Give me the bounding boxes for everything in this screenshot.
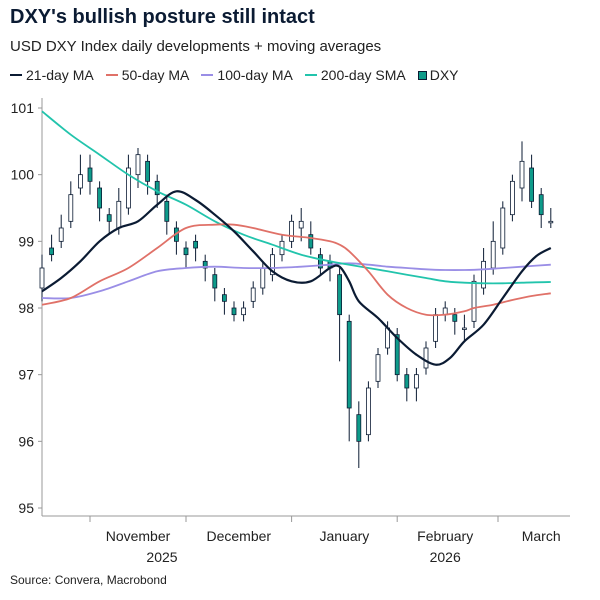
axis-labels: 95 96 97 98 99 100 101 November December January F… (11, 100, 561, 565)
legend-label-dxy: DXY (429, 67, 459, 83)
legend-swatch-21-day-ma (10, 74, 22, 76)
dxy-candle-body-1 (49, 247, 54, 256)
dxy-candle-body-46 (481, 260, 487, 289)
dxy-candle-body-31 (337, 274, 343, 316)
dxy-candle-body-49 (509, 180, 515, 216)
dxy-candle-body-13 (164, 200, 170, 222)
x-year-label-2025: 2025 (146, 549, 177, 565)
dxy-candle-body-27 (298, 220, 304, 229)
dxy-candle-body-35 (375, 354, 381, 382)
dxy-candle-body-23 (260, 267, 266, 289)
legend-item-200-day-sma: 200-day SMA (304, 67, 406, 83)
dxy-candle-body-34 (365, 387, 371, 436)
x-month-label-january: January (319, 528, 369, 544)
dxy-candle-body-4 (78, 174, 83, 189)
dxy-candle-body-52 (538, 194, 544, 216)
legend-item-21-day-ma: 21-day MA (10, 67, 94, 83)
legend-label-200-day-sma: 200-day SMA (320, 67, 406, 83)
x-month-label-march: March (522, 528, 561, 544)
dxy-candle-body-39 (413, 374, 419, 389)
legend-swatch-200-day-sma (304, 74, 317, 76)
dxy-candle-body-8 (116, 200, 122, 229)
chart-title: DXY's bullish posture still intact (10, 6, 315, 28)
dxy-candle-body-38 (404, 374, 410, 389)
legend-swatch-50-day-ma (105, 74, 118, 76)
legend: 21-day MA 50-day MA 100-day MA 200-day S… (10, 67, 471, 83)
series-line-200-day-sma (41, 110, 551, 285)
dxy-candle-body-12 (154, 180, 160, 196)
dxy-candle-body-40 (423, 347, 429, 369)
dxy-candle-body-24 (269, 254, 275, 276)
dxy-candle-body-21 (241, 307, 247, 316)
legend-label-50-day-ma: 50-day MA (121, 67, 190, 83)
legend-swatch-dxy (417, 70, 427, 80)
dxy-candle-body-5 (87, 167, 93, 182)
dxy-candle-body-17 (202, 260, 208, 269)
dxy-candle-body-20 (231, 307, 237, 316)
dxy-candle-body-33 (356, 414, 362, 442)
y-tick-label-99: 99 (18, 233, 34, 249)
dxy-candle-body-6 (97, 187, 102, 209)
legend-item-100-day-ma: 100-day MA (201, 67, 293, 83)
dxy-candle-body-11 (145, 160, 151, 182)
dxy-candle-body-51 (529, 167, 534, 202)
legend-item-dxy: DXY (417, 67, 459, 83)
dxy-candle-body-16 (193, 240, 199, 249)
legend-swatch-100-day-ma (201, 74, 214, 76)
chart-subtitle: USD DXY Index daily developments + movin… (10, 38, 382, 55)
series-line-21-day-ma (41, 190, 552, 366)
x-month-label-november: November (106, 528, 171, 544)
series-line-50-day-ma (41, 223, 551, 317)
dxy-candle-body-43 (452, 314, 458, 322)
dxy-candle-body-0 (39, 267, 45, 289)
dxy-candle-body-41 (433, 314, 439, 342)
dxy-candle-body-2 (58, 227, 64, 242)
dxy-candle-body-10 (135, 154, 141, 176)
x-year-label-2026: 2026 (430, 549, 461, 565)
x-month-label-february: February (417, 528, 473, 544)
candlestick-series (39, 141, 554, 468)
y-tick-label-101: 101 (11, 100, 35, 116)
legend-label-21-day-ma: 21-day MA (26, 67, 94, 83)
dxy-candle-body-18 (212, 274, 218, 289)
dxy-candle-body-26 (289, 220, 295, 242)
moving-average-lines (41, 110, 552, 366)
y-tick-label-97: 97 (18, 367, 34, 383)
legend-item-50-day-ma: 50-day MA (105, 67, 190, 83)
dxy-candle-body-7 (106, 214, 112, 222)
legend-label-100-day-ma: 100-day MA (217, 67, 293, 83)
dxy-candle-body-22 (250, 287, 256, 302)
dxy-candle-body-37 (394, 334, 400, 376)
chart-axes (38, 98, 570, 522)
source-note: Source: Convera, Macrobond (10, 573, 167, 587)
dxy-candle-body-15 (183, 247, 189, 256)
dxy-candle-body-44 (461, 327, 467, 330)
dxy-candle-body-47 (490, 240, 496, 269)
dxy-candle-body-45 (471, 280, 477, 322)
dxy-candle-body-53 (548, 220, 554, 224)
y-tick-label-96: 96 (18, 433, 34, 449)
x-month-label-december: December (207, 528, 272, 544)
dxy-candle-body-19 (221, 294, 227, 302)
dxy-candle-body-32 (346, 320, 352, 409)
dxy-candle-body-50 (519, 160, 525, 189)
dxy-candle-body-48 (500, 207, 506, 249)
dxy-candle-body-9 (126, 167, 131, 209)
y-tick-label-98: 98 (18, 300, 34, 316)
dxy-candle-body-28 (308, 234, 314, 249)
y-tick-label-95: 95 (18, 500, 34, 516)
dxy-candle-body-29 (317, 254, 323, 269)
y-tick-label-100: 100 (11, 167, 35, 183)
dxy-candle-body-3 (68, 194, 74, 222)
